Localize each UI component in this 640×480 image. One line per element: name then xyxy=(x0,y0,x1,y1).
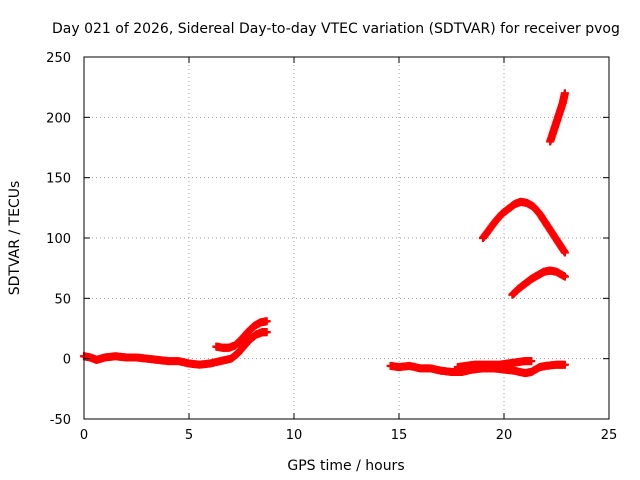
x-tick-label: 20 xyxy=(496,428,513,443)
y-tick-label: 200 xyxy=(46,111,71,126)
x-tick-label: 0 xyxy=(80,428,88,443)
data-point-marker xyxy=(560,272,569,281)
data-point-marker xyxy=(560,360,569,369)
y-tick-label: 50 xyxy=(54,292,71,307)
data-point-marker xyxy=(560,248,569,257)
data-point-marker xyxy=(262,317,271,326)
data-point-marker xyxy=(527,357,536,366)
data-point-marker xyxy=(560,89,569,98)
series-track-4 xyxy=(453,357,536,372)
data-point-marker xyxy=(262,328,271,337)
series-track-1 xyxy=(80,328,271,369)
x-tick-label: 10 xyxy=(286,428,303,443)
series-track-6 xyxy=(508,266,569,299)
data-points xyxy=(80,89,569,378)
y-tick-label: 100 xyxy=(46,232,71,247)
y-tick-label: -50 xyxy=(50,413,71,428)
axis-ticks: 0 5 10 15 20 25 -50 0 50 100 150 200 250 xyxy=(46,51,617,443)
x-axis-label: GPS time / hours xyxy=(287,458,404,474)
y-tick-label: 150 xyxy=(46,172,71,187)
chart-title: Day 021 of 2026, Sidereal Day-to-day VTE… xyxy=(52,21,620,37)
x-tick-label: 25 xyxy=(601,428,618,443)
series-track-2 xyxy=(212,317,271,352)
series-track-7 xyxy=(546,89,569,146)
y-axis-label: SDTVAR / TECUs xyxy=(7,181,23,296)
y-tick-label: 0 xyxy=(63,353,71,368)
x-tick-label: 5 xyxy=(185,428,193,443)
series-track-5 xyxy=(479,197,569,257)
y-tick-label: 250 xyxy=(46,51,71,66)
x-tick-label: 15 xyxy=(391,428,408,443)
grid-lines xyxy=(84,57,609,419)
